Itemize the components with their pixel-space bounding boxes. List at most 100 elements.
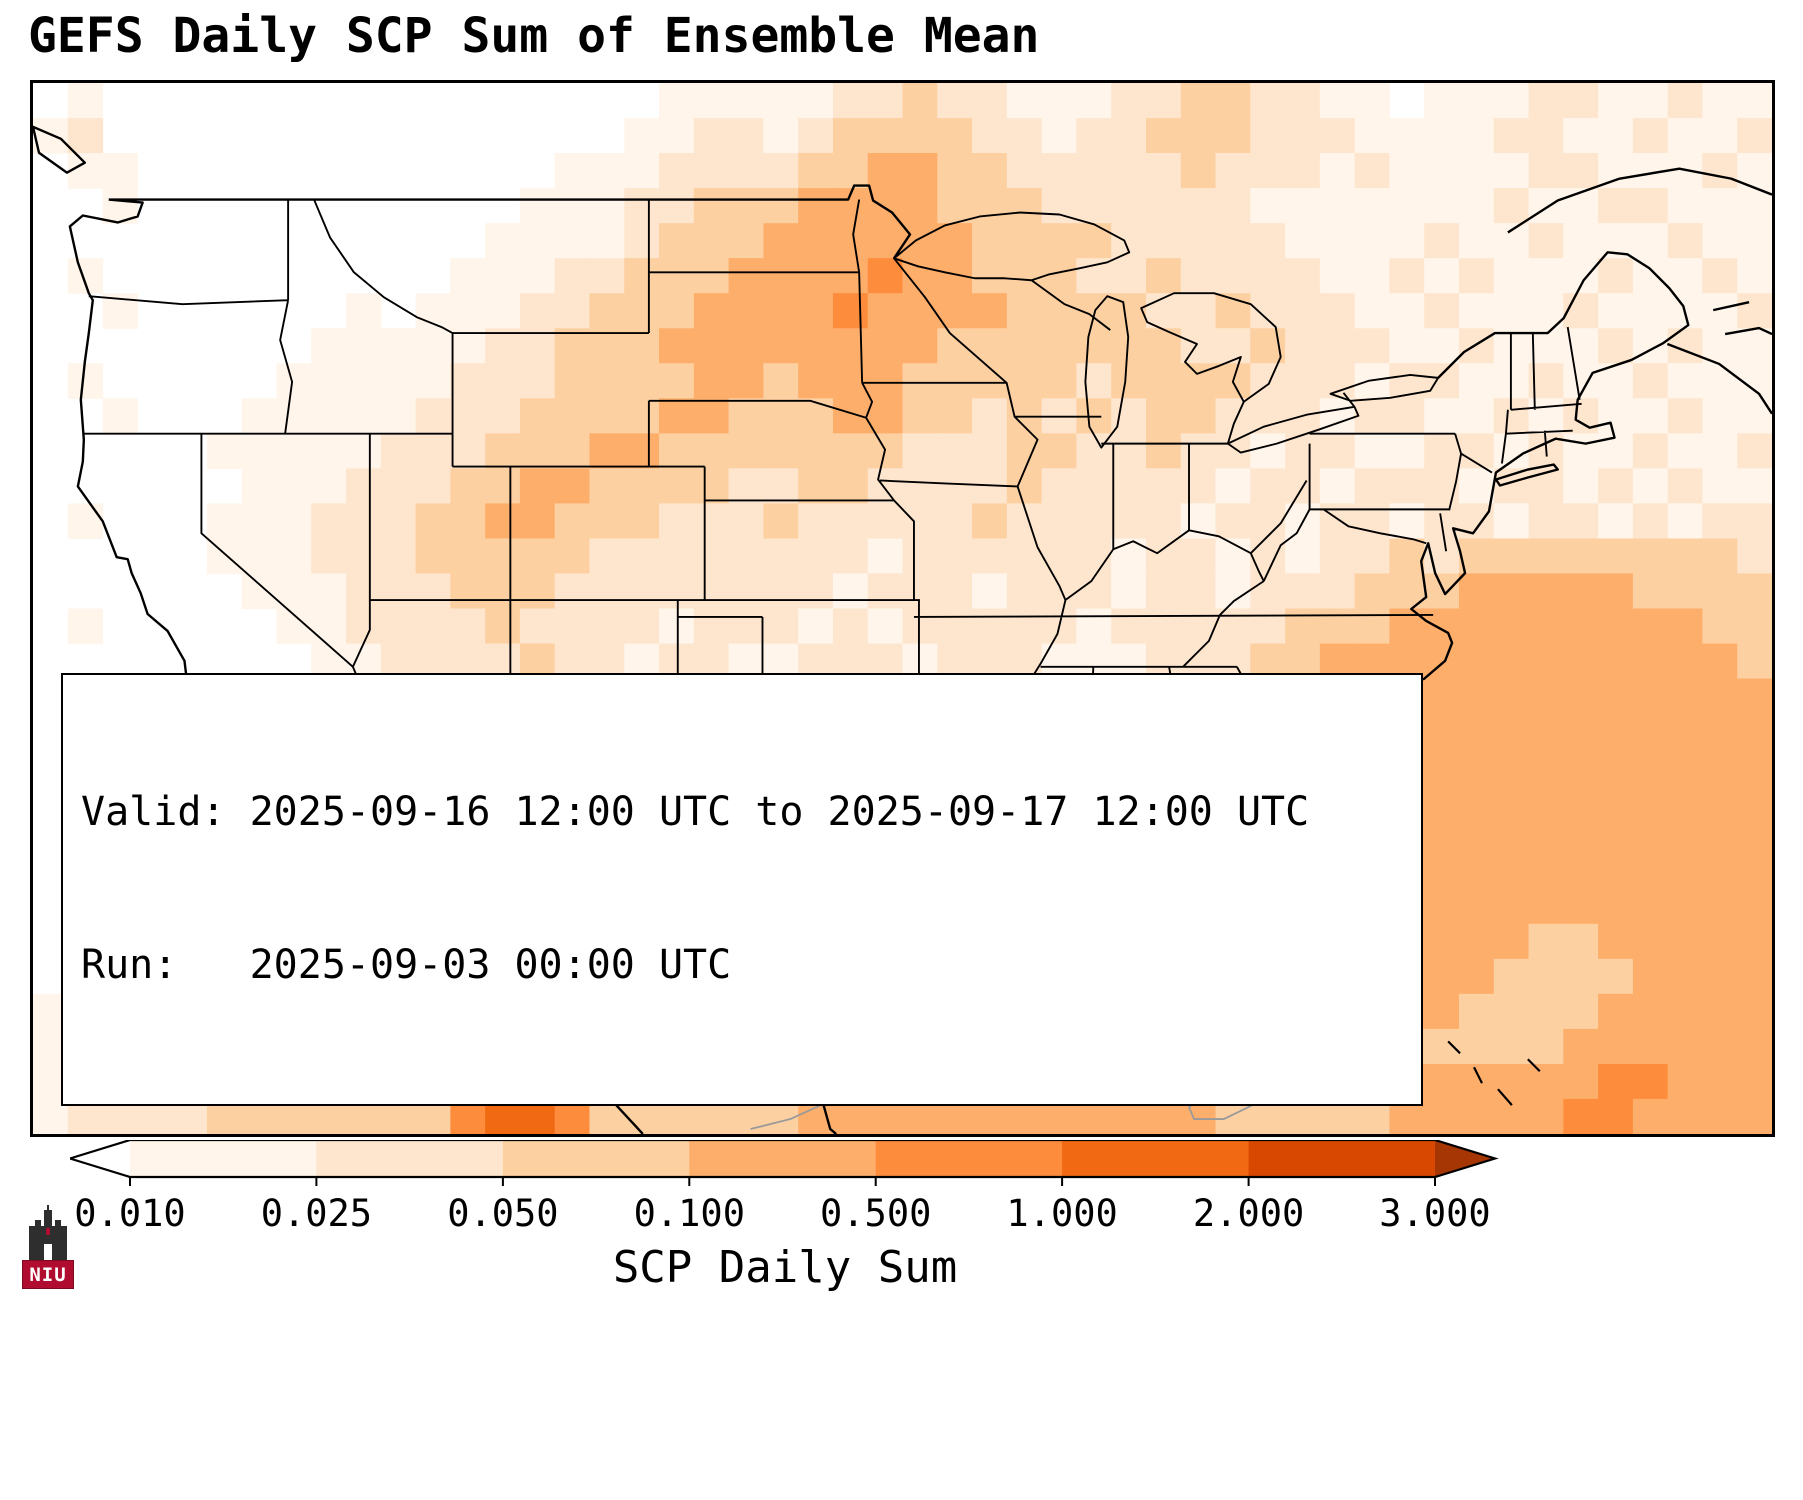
heatmap-cell [554,608,591,645]
heatmap-cell [902,538,938,575]
heatmap-cell [693,608,730,645]
heatmap-cell [937,83,973,119]
heatmap-cell [763,188,799,224]
heatmap-cell [1667,1028,1704,1065]
heatmap-cell [763,468,799,504]
heatmap-cell [937,188,973,224]
heatmap-cell [1737,1063,1772,1100]
heatmap-cell [972,83,1008,119]
heatmap-cell [1215,258,1251,294]
heatmap-cell [1667,818,1704,855]
heatmap-cell [659,468,695,504]
heatmap-cell [1180,538,1217,575]
heatmap-cell [1250,503,1286,540]
heatmap-cell [241,398,278,434]
heatmap-cell [972,398,1008,434]
heatmap-cell [1598,398,1634,434]
heatmap-cell [1737,433,1772,470]
heatmap-cell [728,153,764,189]
heatmap-cell [1319,118,1356,154]
heatmap-cell [1563,1028,1599,1065]
heatmap-cell [415,433,451,470]
heatmap-cell [1598,468,1634,504]
heatmap-cell [1424,398,1460,434]
heatmap-cell [554,538,591,575]
heatmap-cell [763,433,799,470]
heatmap-cell [1285,83,1321,119]
heatmap-cell [1493,783,1530,820]
heatmap-cell [554,363,591,399]
colorbar-segment [1062,1140,1249,1177]
heatmap-cell [1632,433,1669,470]
heatmap-cell [1528,538,1564,575]
heatmap-cell [554,188,591,224]
heatmap-cell [1563,258,1599,294]
heatmap-cell [937,363,973,399]
heatmap-cell [1354,398,1391,434]
heatmap-cell [1145,363,1182,399]
heatmap-cell [728,503,764,540]
heatmap-cell [798,608,834,645]
heatmap-cell [659,258,695,294]
heatmap-cell [659,223,695,259]
heatmap-cell [972,608,1008,645]
heatmap-cell [1702,398,1738,434]
heatmap-cell [1145,153,1182,189]
colorbar-label: SCP Daily Sum [612,1242,958,1293]
colorbar-tick-label: 3.000 [1379,1192,1491,1235]
colorbar-segment [130,1140,317,1177]
heatmap-cell [1563,468,1599,504]
heatmap-cell [1389,328,1425,364]
heatmap-cell [1702,643,1738,680]
heatmap-cell [276,573,312,610]
heatmap-cell [1215,573,1251,610]
heatmap-cell [1493,958,1530,995]
heatmap-cell [1598,993,1634,1030]
heatmap-cell [1215,503,1251,540]
heatmap-cell [1563,223,1599,259]
heatmap-cell [1737,713,1772,750]
heatmap-cell [1111,503,1147,540]
heatmap-cell [728,398,764,434]
heatmap-cell [1458,748,1495,785]
heatmap-cell [937,118,973,154]
colorbar-tick-label: 0.500 [819,1192,932,1235]
heatmap-cell [1354,468,1391,504]
heatmap-cell [1528,748,1564,785]
heatmap-cell [624,118,660,154]
heatmap-cell [519,573,556,610]
heatmap-cell [1598,818,1634,855]
heatmap-cell [450,503,486,540]
heatmap-cell [1493,433,1530,470]
heatmap-cell [1319,433,1356,470]
heatmap-cell [1702,783,1738,820]
heatmap-cell [554,293,591,329]
heatmap-cell [728,608,764,645]
heatmap-cell [1215,83,1251,119]
heatmap-cell [519,293,556,329]
heatmap-cell [67,258,104,294]
run-time-line: Run: 2025-09-03 00:00 UTC [81,942,732,989]
heatmap-cell [1458,1098,1495,1134]
heatmap-cell [1528,783,1564,820]
heatmap-cell [1076,83,1112,119]
heatmap-cell [1215,188,1251,224]
heatmap-cell [1598,783,1634,820]
heatmap-cell [624,433,660,470]
heatmap-cell [1667,1098,1704,1134]
heatmap-cell [1632,853,1669,890]
heatmap-cell [1180,468,1217,504]
heatmap-cell [1250,398,1286,434]
heatmap-cell [1458,153,1495,189]
heatmap-cell [1632,223,1669,259]
heatmap-cell [659,538,695,575]
heatmap-cell [102,153,138,189]
heatmap-cell [1006,573,1043,610]
heatmap-cell [589,328,625,364]
great-lakes [893,211,1440,454]
heatmap-cell [1598,923,1634,960]
heatmap-cell [1424,888,1460,925]
heatmap-cell [1493,258,1530,294]
heatmap-cell [1563,503,1599,540]
heatmap-cell [206,433,243,470]
